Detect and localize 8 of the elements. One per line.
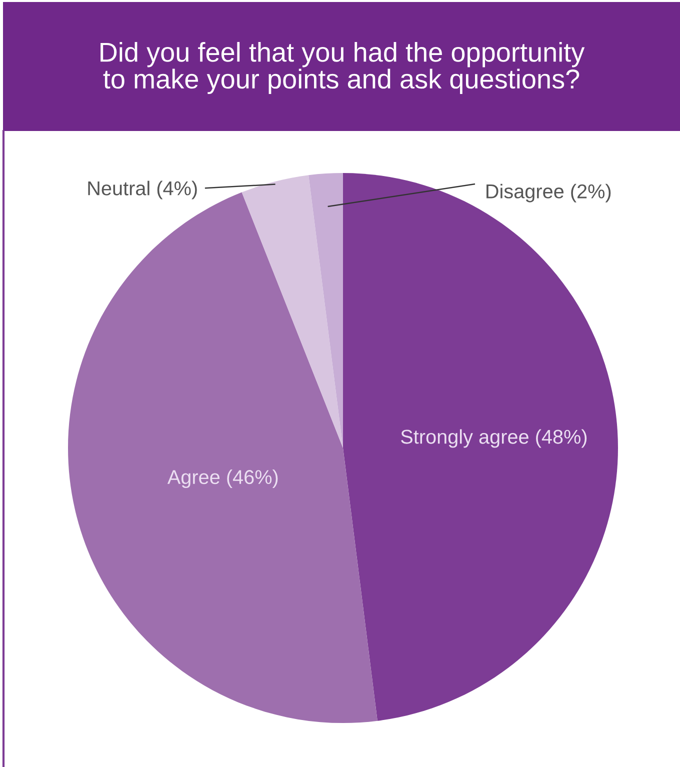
pie-slice (308, 173, 343, 448)
slice-label: Strongly agree (48%) (401, 429, 587, 448)
slice-label: Neutral (4%) (88, 180, 197, 200)
pie-slice (343, 173, 618, 721)
chart-title: Did you feel that you had the opportunity to make your points and ask questions? (100, 42, 585, 94)
slice-label: Agree (46%) (167, 470, 278, 488)
slice-label: Disagree (2%) (486, 184, 611, 202)
pie-slice (242, 175, 343, 448)
